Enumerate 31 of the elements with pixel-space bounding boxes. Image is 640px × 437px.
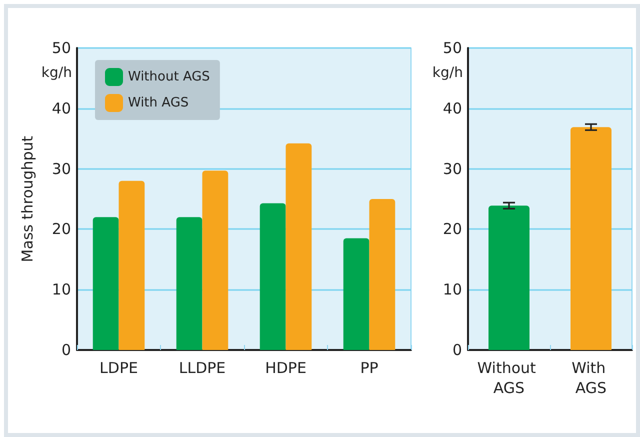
y-tick-label: 20 [52,220,71,238]
bar [176,217,202,350]
x-tick-label: LLDPE [178,359,226,377]
bar [369,199,396,350]
text: kg/h [432,65,464,81]
y-tick-label: 10 [442,280,462,299]
x-tick-label: PP [360,359,378,377]
x-tick-label: With AGS [572,359,610,397]
y-tick-label: 50 [442,39,462,57]
bar [92,217,119,350]
y-tick-label: 10 [52,280,71,299]
legend-label: Without AGS [128,70,210,84]
x-tick-label: HDPE [265,359,306,377]
bar [118,180,145,350]
y-tick-label: 30 [442,160,462,178]
y-axis-title: Mass throughput [18,136,36,262]
bar [202,170,228,350]
y-tick-label: 50 [52,39,71,57]
y-tick-label: 0 [61,341,71,359]
bar [260,203,286,350]
x-tick-label: Without AGS [477,359,541,397]
y-tick-label: 30 [52,160,71,178]
legend-label: With AGS [128,96,189,110]
y-tick-label: 40 [442,99,462,118]
y-tick-label: 40 [52,99,71,118]
y-tick-label: 20 [442,220,462,238]
text: kg/h [41,65,72,81]
bar [286,143,312,350]
bar [343,238,370,350]
x-tick-label: LDPE [100,359,138,377]
y-tick-label: 0 [452,341,462,359]
